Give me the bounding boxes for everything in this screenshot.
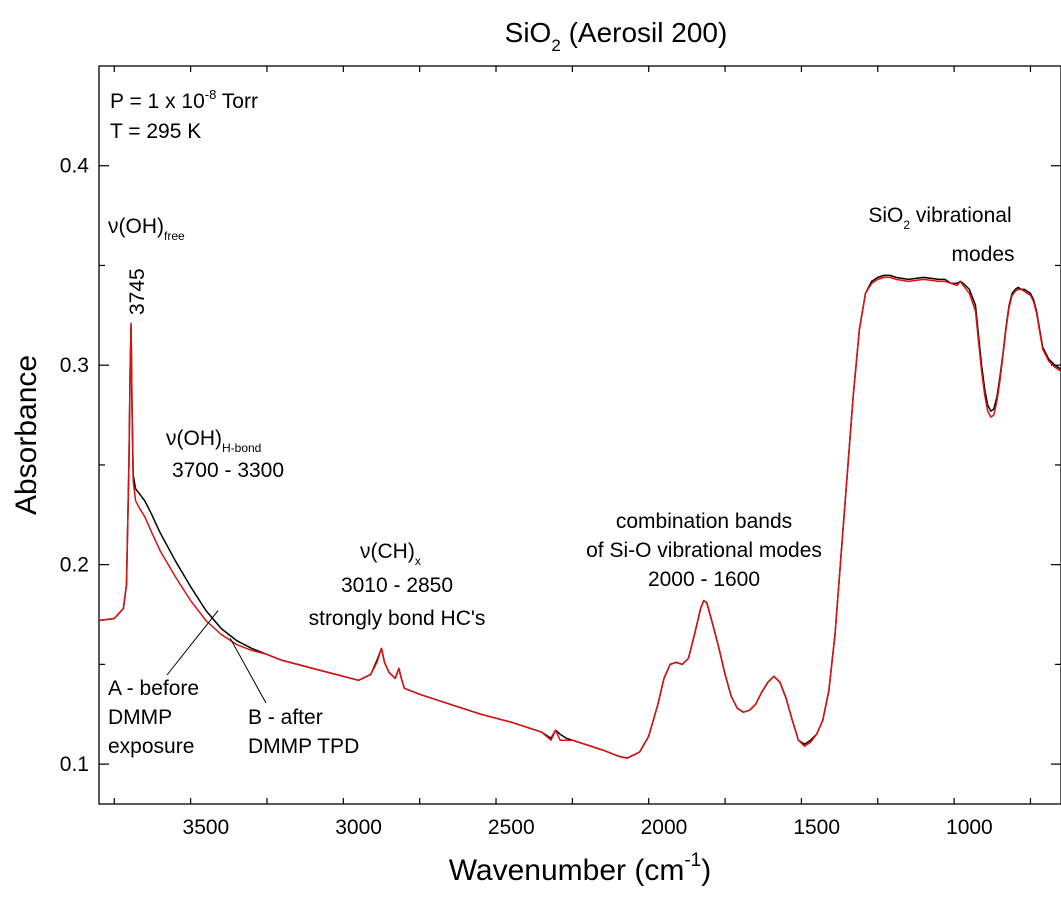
y-axis-label: Absorbance <box>10 355 43 515</box>
pointer-line-a <box>166 610 219 676</box>
pointer-line-b <box>229 638 267 704</box>
series-line-b <box>98 276 1061 759</box>
ch-range: 3010 - 2850 <box>341 574 453 597</box>
x-tick-label: 3000 <box>335 816 382 839</box>
sio2-modes-line2: modes <box>951 243 1014 266</box>
x-tick-label: 2500 <box>488 816 535 839</box>
oh-hbond-range: 3700 - 3300 <box>172 459 284 482</box>
combination-line1: combination bands <box>616 510 792 533</box>
series-group <box>98 274 1061 759</box>
x-tick-label: 3500 <box>183 816 230 839</box>
y-tick-label: 0.3 <box>60 354 89 377</box>
x-axis-label: Wavenumber (cm-1) <box>449 850 712 887</box>
y-axis: 0.1 0.2 0.3 0.4 <box>60 155 1061 776</box>
y-tick-label: 0.1 <box>60 753 89 776</box>
oh-free-label: ν(OH)free <box>108 215 185 243</box>
x-tick-label: 1000 <box>946 816 993 839</box>
oh-hbond-label: ν(OH)H-bond <box>166 427 261 455</box>
temperature-annotation: T = 295 K <box>110 120 201 143</box>
label-a-line2: DMMP <box>108 706 172 729</box>
chart-title: SiO2 (Aerosil 200) <box>505 17 728 55</box>
sio2-modes-line1: SiO2 vibrational <box>868 204 1011 232</box>
x-tick-label: 2000 <box>641 816 688 839</box>
ch-note: strongly bond HC's <box>309 607 486 630</box>
label-a-line1: A - before <box>108 677 199 700</box>
label-a-line3: exposure <box>108 735 194 758</box>
x-tick-label: 1500 <box>793 816 840 839</box>
ch-label: ν(CH)x <box>360 540 421 568</box>
y-tick-label: 0.4 <box>60 155 90 178</box>
pressure-annotation: P = 1 x 10-8 Torr <box>110 87 258 113</box>
series-line-a <box>98 274 1061 759</box>
plot-frame <box>98 65 1061 805</box>
combination-line2: of Si-O vibrational modes <box>586 539 822 562</box>
label-b-line1: B - after <box>248 706 323 729</box>
oh-free-peak-label: 3745 <box>126 268 149 315</box>
x-axis: 3500 3000 2500 2000 1500 1000 <box>113 66 1032 839</box>
combination-range: 2000 - 1600 <box>648 568 760 591</box>
label-b-line2: DMMP TPD <box>248 735 359 758</box>
y-tick-label: 0.2 <box>60 554 89 577</box>
